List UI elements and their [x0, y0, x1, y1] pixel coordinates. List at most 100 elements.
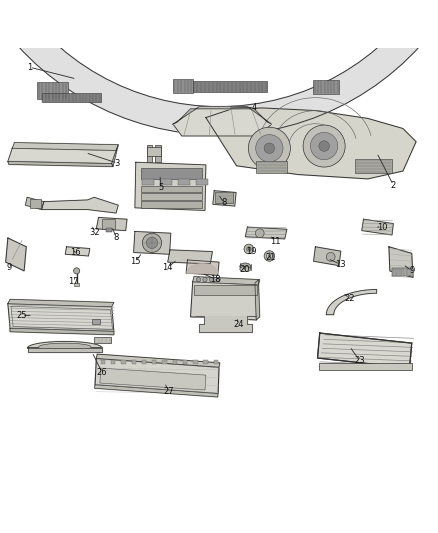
Text: 22: 22 [344, 294, 355, 303]
Polygon shape [95, 359, 219, 393]
Bar [214, 360, 218, 364]
Text: 9: 9 [6, 263, 11, 272]
Polygon shape [318, 333, 412, 368]
Polygon shape [314, 247, 341, 265]
Bar [313, 80, 339, 94]
Bar [406, 269, 408, 276]
Bar [215, 192, 233, 203]
Bar [393, 269, 396, 276]
Text: 23: 23 [354, 356, 365, 365]
Text: 5: 5 [159, 183, 164, 192]
Text: 21: 21 [265, 253, 276, 262]
Text: 32: 32 [89, 228, 99, 237]
Circle shape [196, 278, 201, 282]
Bar [121, 360, 126, 364]
Bar [319, 363, 412, 370]
Text: 10: 10 [377, 223, 387, 231]
Polygon shape [173, 107, 272, 136]
Circle shape [326, 253, 335, 261]
Bar [256, 160, 287, 173]
Polygon shape [112, 145, 118, 167]
Bar [37, 82, 68, 99]
Bar [355, 159, 392, 173]
Polygon shape [28, 348, 102, 352]
Bar [147, 145, 152, 162]
Bar [155, 145, 161, 162]
Bar [160, 179, 172, 185]
Polygon shape [6, 238, 26, 271]
Circle shape [264, 143, 275, 154]
Polygon shape [362, 219, 393, 235]
Polygon shape [10, 328, 114, 335]
Polygon shape [100, 368, 206, 390]
Bar [173, 79, 193, 93]
Bar [173, 360, 177, 364]
Polygon shape [8, 148, 116, 164]
Bar [183, 360, 187, 364]
Polygon shape [187, 264, 218, 273]
Bar [193, 81, 267, 92]
Bar [194, 285, 257, 295]
Bar [204, 360, 208, 364]
Text: 20: 20 [239, 264, 250, 273]
Circle shape [74, 268, 80, 274]
Polygon shape [134, 231, 171, 254]
Bar [94, 336, 111, 343]
Circle shape [209, 278, 214, 282]
Bar [141, 193, 202, 200]
Bar [92, 319, 100, 324]
Circle shape [268, 255, 271, 257]
Bar [141, 186, 202, 192]
Circle shape [264, 251, 275, 261]
Bar [392, 268, 411, 276]
Bar [162, 360, 167, 364]
Text: 14: 14 [162, 263, 173, 272]
Bar [193, 360, 198, 364]
Bar [397, 269, 400, 276]
Polygon shape [8, 304, 114, 332]
Polygon shape [191, 282, 258, 320]
Bar [178, 179, 191, 185]
Text: 4: 4 [251, 103, 257, 112]
Text: 13: 13 [336, 260, 346, 269]
Text: 9: 9 [409, 266, 414, 276]
Text: 19: 19 [246, 247, 257, 256]
Text: 17: 17 [68, 277, 79, 286]
Polygon shape [245, 227, 287, 239]
Bar [410, 269, 413, 276]
Polygon shape [96, 217, 127, 231]
Circle shape [319, 141, 329, 151]
Text: 2: 2 [391, 181, 396, 190]
Polygon shape [96, 354, 220, 367]
Bar [141, 201, 202, 208]
Polygon shape [389, 247, 413, 278]
Bar [74, 282, 79, 286]
Polygon shape [193, 277, 260, 285]
Text: 27: 27 [164, 387, 174, 396]
Circle shape [203, 278, 207, 282]
Bar [106, 228, 112, 232]
Circle shape [255, 229, 264, 238]
Bar [141, 167, 202, 179]
Bar [142, 360, 146, 364]
Text: 16: 16 [70, 248, 81, 257]
Circle shape [256, 134, 283, 162]
Circle shape [247, 247, 251, 251]
Bar [102, 219, 115, 229]
Polygon shape [0, 0, 438, 135]
Circle shape [248, 127, 290, 169]
Text: 26: 26 [97, 368, 107, 377]
Polygon shape [25, 197, 44, 209]
Polygon shape [186, 260, 219, 275]
Circle shape [244, 244, 254, 254]
Polygon shape [8, 161, 113, 167]
Text: 25: 25 [17, 311, 27, 320]
Polygon shape [8, 300, 114, 307]
Polygon shape [135, 162, 206, 211]
Polygon shape [28, 342, 102, 348]
Polygon shape [95, 385, 218, 397]
Polygon shape [326, 289, 377, 314]
Circle shape [146, 237, 158, 248]
Text: 8: 8 [222, 198, 227, 207]
Polygon shape [12, 142, 118, 150]
